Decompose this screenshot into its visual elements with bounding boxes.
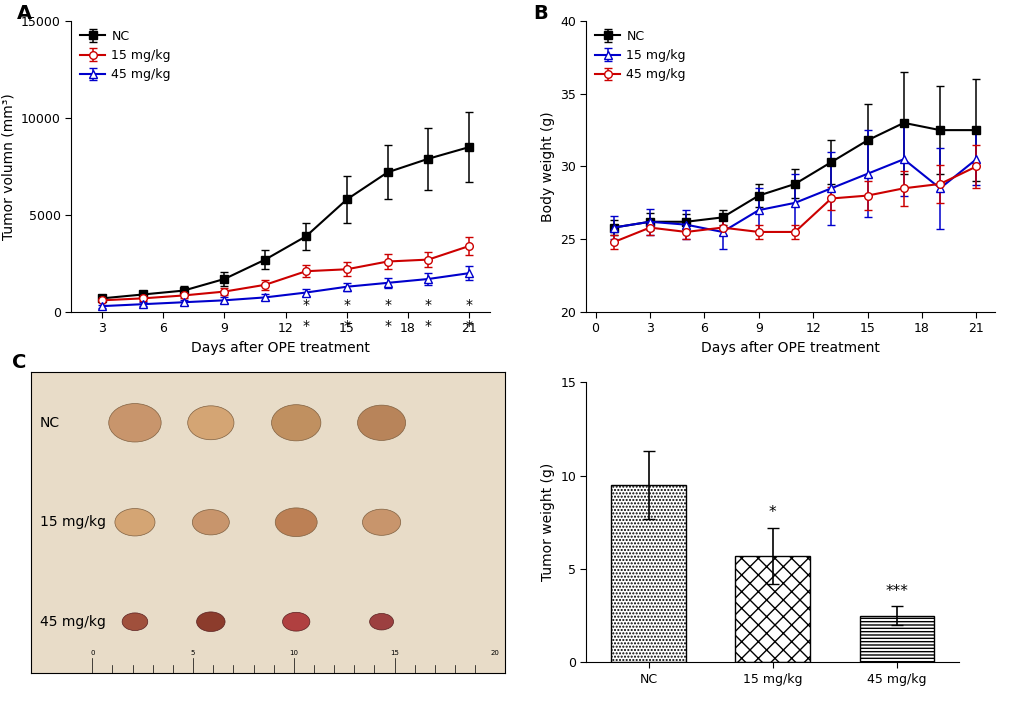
Text: *: *	[425, 298, 431, 312]
Ellipse shape	[115, 508, 155, 536]
Text: *: *	[425, 318, 431, 332]
Text: B: B	[533, 4, 547, 22]
Text: C: C	[11, 353, 25, 372]
Ellipse shape	[358, 405, 406, 440]
Ellipse shape	[187, 406, 233, 440]
Text: *: *	[466, 318, 472, 332]
Bar	[610, 485, 685, 662]
Ellipse shape	[282, 612, 310, 631]
Ellipse shape	[197, 612, 225, 632]
Bar	[735, 556, 809, 662]
Ellipse shape	[271, 404, 321, 441]
Text: ***: ***	[884, 584, 907, 599]
X-axis label: Days after OPE treatment: Days after OPE treatment	[191, 341, 370, 355]
Legend: NC, 15 mg/kg, 45 mg/kg: NC, 15 mg/kg, 45 mg/kg	[592, 27, 688, 84]
Text: *: *	[384, 298, 390, 312]
Y-axis label: Tumor volumn (mm³): Tumor volumn (mm³)	[2, 93, 15, 240]
Text: *: *	[303, 298, 309, 312]
Bar	[859, 615, 933, 662]
Ellipse shape	[193, 510, 229, 535]
Text: *: *	[343, 298, 350, 312]
Text: *: *	[466, 298, 472, 312]
Y-axis label: Tumor weight (g): Tumor weight (g)	[540, 463, 554, 581]
Y-axis label: Body weight (g): Body weight (g)	[540, 111, 554, 222]
Text: A: A	[17, 4, 33, 22]
Text: 45 mg/kg: 45 mg/kg	[40, 615, 106, 629]
Legend: NC, 15 mg/kg, 45 mg/kg: NC, 15 mg/kg, 45 mg/kg	[77, 27, 173, 84]
Text: 15 mg/kg: 15 mg/kg	[40, 515, 106, 529]
Ellipse shape	[109, 404, 161, 442]
Text: *: *	[343, 318, 350, 332]
Ellipse shape	[122, 613, 148, 630]
Ellipse shape	[369, 613, 393, 630]
Text: NC: NC	[40, 416, 60, 430]
X-axis label: Days after OPE treatment: Days after OPE treatment	[700, 341, 879, 355]
Text: *: *	[384, 318, 390, 332]
Ellipse shape	[275, 508, 317, 536]
Ellipse shape	[362, 509, 400, 536]
Text: *: *	[303, 318, 309, 332]
Text: *: *	[768, 505, 775, 520]
